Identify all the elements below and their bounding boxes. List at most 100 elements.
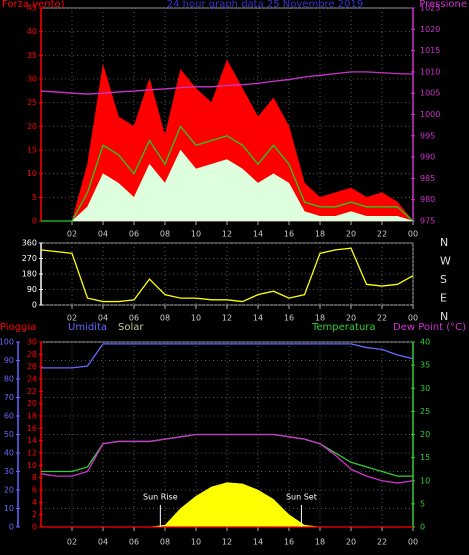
y-tick-label: 100 (0, 338, 14, 347)
y-tick-label: 60 (4, 412, 14, 421)
axis-label: Pressione (419, 0, 467, 10)
x-tick-label: 16 (284, 230, 294, 239)
y-tick-label: 270 (22, 254, 37, 263)
y-tick-label: 0 (32, 217, 37, 226)
y-tick-label: 20 (4, 486, 14, 495)
axis-label: Forza vento) (2, 0, 65, 10)
y-tick-label: 8 (32, 473, 37, 482)
y-tick-label: 90 (27, 285, 37, 294)
y-tick-label: 2 (32, 510, 37, 519)
y-tick-label: 18 (27, 412, 37, 421)
x-tick-label: 22 (377, 538, 387, 547)
x-tick-label: 10 (191, 538, 201, 547)
y-tick-label: 1025 (420, 4, 440, 13)
legend-entry: Dew Point (°C) (393, 322, 466, 333)
y-tick-label: 10 (420, 476, 430, 485)
y-tick-label: 5 (32, 193, 37, 202)
x-tick-label: 16 (284, 538, 294, 547)
y-tick-label: 0 (32, 301, 37, 310)
annotation-text: Sun Set (286, 493, 317, 502)
series-area (41, 149, 414, 222)
y-tick-label: 40 (4, 449, 14, 458)
y-tick-label: 25 (27, 98, 37, 107)
x-tick-label: 06 (129, 538, 139, 547)
x-tick-label: 20 (346, 314, 356, 323)
y-tick-label: 10 (27, 461, 37, 470)
y-tick-label: 30 (4, 467, 14, 476)
y-tick-label: 35 (420, 361, 430, 370)
y-tick-label: 180 (22, 270, 37, 279)
series-area (41, 59, 414, 222)
x-tick-label: 00 (408, 230, 418, 239)
x-tick-label: 06 (129, 230, 139, 239)
y-tick-label: 0 (420, 523, 425, 532)
x-tick-label: 18 (315, 538, 325, 547)
x-tick-label: 18 (315, 230, 325, 239)
x-tick-label: 00 (408, 538, 418, 547)
x-tick-label: 04 (98, 230, 108, 239)
y-tick-label: 45 (27, 4, 37, 13)
y-tick-label: 360 (22, 239, 37, 248)
x-tick-label: 08 (160, 538, 170, 547)
direction-label: W (440, 255, 451, 268)
y-tick-label: 40 (27, 27, 37, 36)
y-tick-label: 70 (4, 393, 14, 402)
series-line (40, 433, 414, 484)
x-tick-label: 12 (222, 314, 232, 323)
legend-entry: Solar (118, 322, 144, 333)
y-tick-label: 12 (27, 449, 37, 458)
y-tick-label: 30 (27, 75, 37, 84)
series-line (41, 343, 414, 369)
y-tick-label: 985 (420, 174, 435, 183)
y-tick-label: 1010 (420, 67, 440, 76)
y-tick-label: 995 (420, 131, 435, 140)
direction-label: N (440, 310, 448, 323)
y-tick-label: 975 (420, 217, 435, 226)
x-tick-label: 20 (346, 538, 356, 547)
y-tick-label: 16 (27, 424, 37, 433)
series-line (40, 247, 414, 303)
y-tick-label: 1015 (420, 46, 440, 55)
y-tick-label: 4 (32, 498, 37, 507)
y-tick-label: 0 (32, 523, 37, 532)
series-line (40, 71, 414, 95)
x-tick-label: 12 (222, 538, 232, 547)
y-tick-label: 50 (4, 430, 14, 439)
x-tick-label: 02 (67, 538, 77, 547)
x-tick-label: 04 (98, 314, 108, 323)
x-tick-label: 12 (222, 230, 232, 239)
y-tick-label: 990 (420, 153, 435, 162)
y-tick-label: 10 (4, 504, 14, 513)
y-tick-label: 40 (420, 338, 430, 347)
direction-label: E (440, 292, 447, 305)
y-tick-label: 26 (27, 362, 37, 371)
series-line (41, 125, 414, 222)
y-tick-label: 22 (27, 387, 37, 396)
y-tick-label: 14 (27, 436, 37, 445)
chart-title: 24 hour graph data 25 Novembre 2019 (167, 0, 363, 10)
x-tick-label: 14 (253, 230, 263, 239)
x-tick-label: 08 (160, 230, 170, 239)
y-tick-label: 90 (4, 356, 14, 365)
y-tick-label: 10 (27, 169, 37, 178)
direction-label: N (440, 236, 448, 249)
x-tick-label: 18 (315, 314, 325, 323)
x-tick-label: 22 (377, 314, 387, 323)
y-tick-label: 35 (27, 51, 37, 60)
y-tick-label: 0 (9, 523, 14, 532)
x-tick-label: 06 (129, 314, 139, 323)
y-tick-label: 15 (420, 453, 430, 462)
y-tick-label: 30 (27, 338, 37, 347)
y-tick-label: 20 (27, 122, 37, 131)
legend-entry: Pioggia (0, 322, 36, 333)
x-tick-label: 02 (67, 230, 77, 239)
y-tick-label: 15 (27, 146, 37, 155)
x-tick-label: 04 (98, 538, 108, 547)
y-tick-label: 25 (420, 407, 430, 416)
x-tick-label: 16 (284, 314, 294, 323)
x-tick-label: 22 (377, 230, 387, 239)
direction-label: S (440, 273, 447, 286)
y-tick-label: 24 (27, 375, 37, 384)
